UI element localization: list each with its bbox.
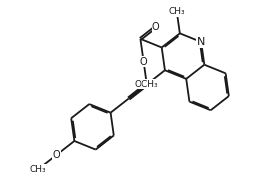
Text: N: N	[197, 37, 205, 47]
Text: OCH₃: OCH₃	[135, 80, 159, 89]
Text: CH₃: CH₃	[30, 165, 46, 174]
Text: O: O	[152, 22, 160, 32]
Text: O: O	[52, 150, 60, 160]
Text: O: O	[140, 57, 147, 67]
Text: CH₃: CH₃	[168, 7, 185, 16]
